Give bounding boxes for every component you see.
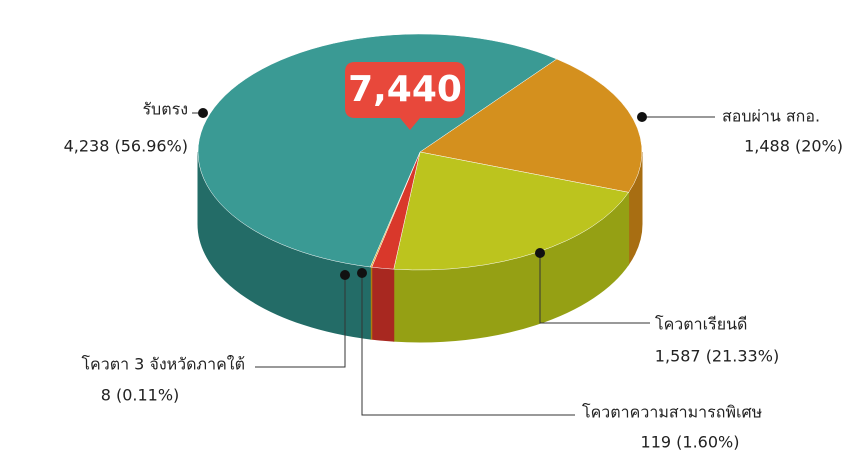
slice-name: โควตา 3 จังหวัดภาคใต้ bbox=[81, 355, 245, 374]
leader-line bbox=[539, 253, 650, 324]
leader-line bbox=[255, 275, 346, 368]
total-badge: 7,440 bbox=[345, 62, 465, 130]
slice-value: 1,587 (21.33%) bbox=[655, 347, 779, 366]
slice-value: 1,488 (20%) bbox=[744, 137, 843, 156]
slice-value: 8 (0.11%) bbox=[101, 386, 180, 405]
leader-dot bbox=[357, 268, 367, 278]
slice-name: โควตาเรียนดี bbox=[655, 315, 747, 334]
slice-name: สอบผ่าน สกอ. bbox=[722, 107, 820, 126]
leader-dot bbox=[198, 108, 208, 118]
slice-name: โควตาความสามารถพิเศษ bbox=[582, 403, 762, 422]
leader-dot bbox=[637, 112, 647, 122]
slice bbox=[419, 58, 643, 193]
leader-dot bbox=[535, 248, 545, 258]
labels: สอบผ่าน สกอ. 1,488 (20%) โควตาเรียนดี 1,587… bbox=[64, 100, 843, 452]
slice-side bbox=[371, 266, 395, 342]
slice-value: 119 (1.60%) bbox=[641, 433, 740, 452]
slice bbox=[197, 33, 558, 268]
leader-line bbox=[361, 273, 575, 416]
badge bbox=[345, 62, 465, 130]
pie bbox=[197, 33, 643, 343]
slice-value: 4,238 (56.96%) bbox=[64, 137, 188, 156]
total-label: 7,440 bbox=[348, 69, 462, 110]
slice-name: รับตรง bbox=[142, 100, 188, 119]
leader-dot bbox=[340, 270, 350, 280]
